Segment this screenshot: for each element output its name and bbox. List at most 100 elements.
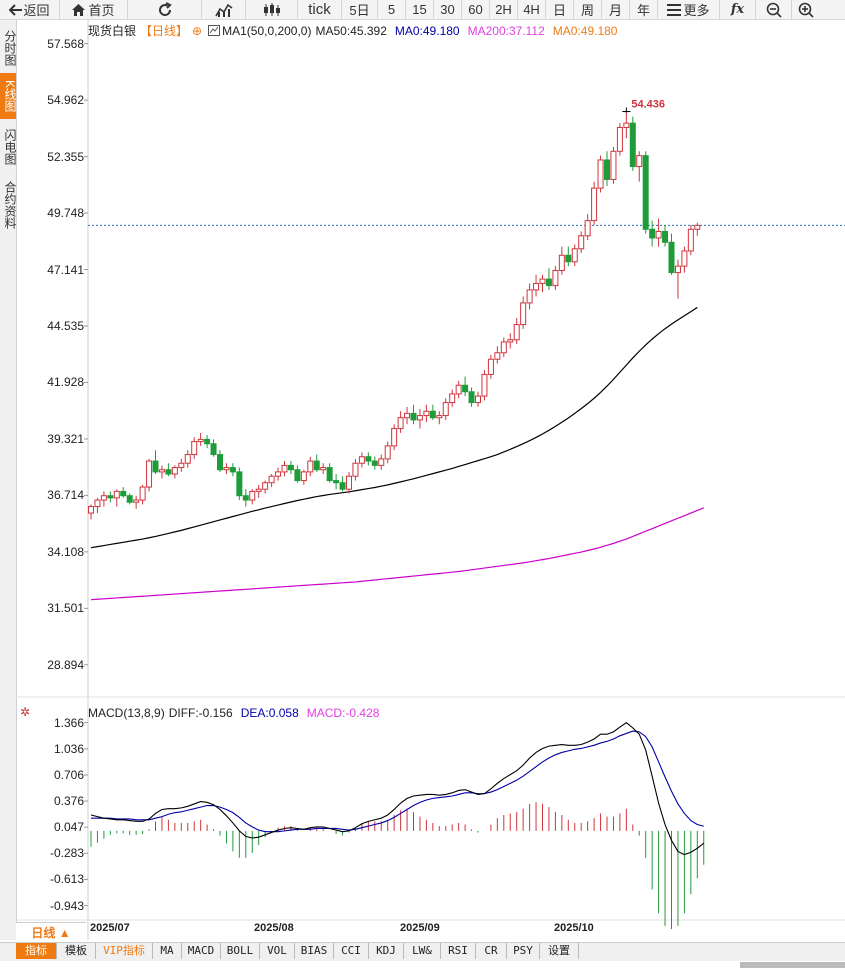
tab-boll[interactable]: BOLL: [221, 943, 260, 959]
period-label: 2H: [495, 2, 512, 17]
period-4h[interactable]: 4H: [518, 0, 546, 19]
home-label: 首页: [88, 3, 115, 18]
candle-body: [565, 254, 572, 263]
bar-chart-button[interactable]: [202, 0, 246, 19]
period-2h[interactable]: 2H: [490, 0, 518, 19]
ma-line-icon[interactable]: [208, 25, 221, 36]
formula-button[interactable]: fx: [720, 0, 756, 19]
back-button[interactable]: 返回: [0, 0, 60, 19]
period-label: 月: [608, 3, 622, 18]
candle-body: [391, 428, 398, 447]
candle-body: [333, 480, 340, 484]
candle-body: [681, 250, 688, 267]
candle-button[interactable]: [246, 0, 298, 19]
candle-body: [429, 410, 436, 419]
tab-kline[interactable]: K线图: [0, 73, 17, 119]
zoom-in-button[interactable]: [792, 0, 820, 19]
candle-body: [236, 471, 243, 497]
price-tick-label: 34.108: [47, 544, 84, 559]
candle-body: [223, 467, 230, 471]
candle-body: [410, 412, 417, 421]
price-tick-label: 47.141: [47, 262, 84, 277]
candle-body: [158, 469, 165, 473]
top-toolbar: 返回 首页 tick 5日 5 15 30 60 2H 4H 日 周 月 年 更…: [0, 0, 845, 20]
tab-timeshare[interactable]: 分时图: [3, 30, 17, 66]
tab-ma[interactable]: MA: [153, 943, 182, 959]
back-arrow-icon: [9, 3, 23, 16]
tab-rsi[interactable]: RSI: [441, 943, 476, 959]
candle-body: [513, 324, 520, 341]
candle-body: [326, 467, 333, 482]
tab-bias[interactable]: BIAS: [295, 943, 334, 959]
settings-circle-icon[interactable]: ⊕: [192, 24, 203, 38]
candle-body: [217, 454, 223, 471]
tick-button[interactable]: tick: [298, 0, 342, 19]
tab-vip-indicators[interactable]: VIP指标: [96, 943, 153, 959]
tab-templates[interactable]: 模板: [57, 943, 96, 959]
period-60min[interactable]: 60: [462, 0, 490, 19]
tab-kdj[interactable]: KDJ: [369, 943, 404, 959]
tab-cci[interactable]: CCI: [334, 943, 369, 959]
macd-dea: DEA:0.058: [240, 706, 299, 720]
period-year[interactable]: 年: [630, 0, 658, 19]
refresh-button[interactable]: [128, 0, 202, 19]
candle-body: [578, 235, 585, 250]
zoom-out-button[interactable]: [756, 0, 792, 19]
tab-settings[interactable]: 设置: [540, 943, 579, 959]
candle-body: [242, 495, 249, 501]
price-tick-label: 31.501: [47, 601, 84, 616]
price-tick-label: 39.321: [47, 431, 84, 446]
tab-indicators[interactable]: 指标: [16, 943, 57, 959]
price-tick-label: 28.894: [47, 657, 84, 672]
period-week[interactable]: 周: [574, 0, 602, 19]
home-button[interactable]: 首页: [60, 0, 128, 19]
candle-body: [384, 445, 391, 460]
tab-vol[interactable]: VOL: [260, 943, 295, 959]
period-selector[interactable]: 日线 ▲: [16, 922, 86, 943]
candle-body: [229, 467, 236, 473]
tab-flash[interactable]: 闪电图: [3, 129, 17, 165]
candle-body: [591, 187, 598, 222]
period-5day[interactable]: 5日: [342, 0, 378, 19]
fx-icon: fx: [730, 2, 745, 17]
candle-body: [404, 412, 411, 419]
macd-tick-label: 0.047: [53, 820, 84, 835]
period-label: 5日: [349, 3, 370, 18]
period-30min[interactable]: 30: [434, 0, 462, 19]
price-legend: 现货白银 【日线】 ⊕ MA1(50,0,200,0) MA50:45.392 MA0:4…: [88, 22, 621, 39]
candle-body: [500, 341, 507, 354]
candle-body: [365, 456, 372, 462]
ma50-line: [90, 306, 698, 549]
tab-contract-info[interactable]: 合约资料: [3, 181, 17, 229]
period-label: 年: [636, 3, 650, 18]
candle-body: [604, 159, 610, 180]
macd-value: MACD:-0.428: [306, 706, 380, 720]
candle-body: [339, 482, 346, 490]
tab-macd[interactable]: MACD: [182, 943, 221, 959]
more-button[interactable]: 更多: [658, 0, 720, 19]
candle-body: [120, 490, 127, 497]
tab-psy[interactable]: PSY: [507, 943, 540, 959]
price-tick-label: 57.568: [47, 36, 84, 51]
candle-body: [262, 482, 269, 490]
period-15min[interactable]: 15: [406, 0, 434, 19]
candle-body: [197, 438, 204, 443]
period-day[interactable]: 日: [546, 0, 574, 19]
period-month[interactable]: 月: [602, 0, 630, 19]
candle-body: [616, 126, 623, 152]
candle-body: [423, 410, 430, 417]
horizontal-scrollbar[interactable]: [740, 962, 845, 968]
period-5min[interactable]: 5: [378, 0, 406, 19]
candle-body: [475, 395, 481, 404]
price-tick-label: 36.714: [47, 488, 84, 503]
x-label: 2025/09: [400, 922, 440, 934]
candle-body: [468, 391, 475, 404]
tab-cr[interactable]: CR: [476, 943, 507, 959]
macd-tick-label: -0.943: [49, 898, 84, 913]
tab-lw[interactable]: LW&: [404, 943, 441, 959]
candle-body: [346, 475, 352, 490]
x-label: 2025/10: [554, 922, 594, 934]
x-label: 2025/08: [254, 922, 294, 934]
macd-gear-icon[interactable]: ✲: [20, 705, 31, 719]
